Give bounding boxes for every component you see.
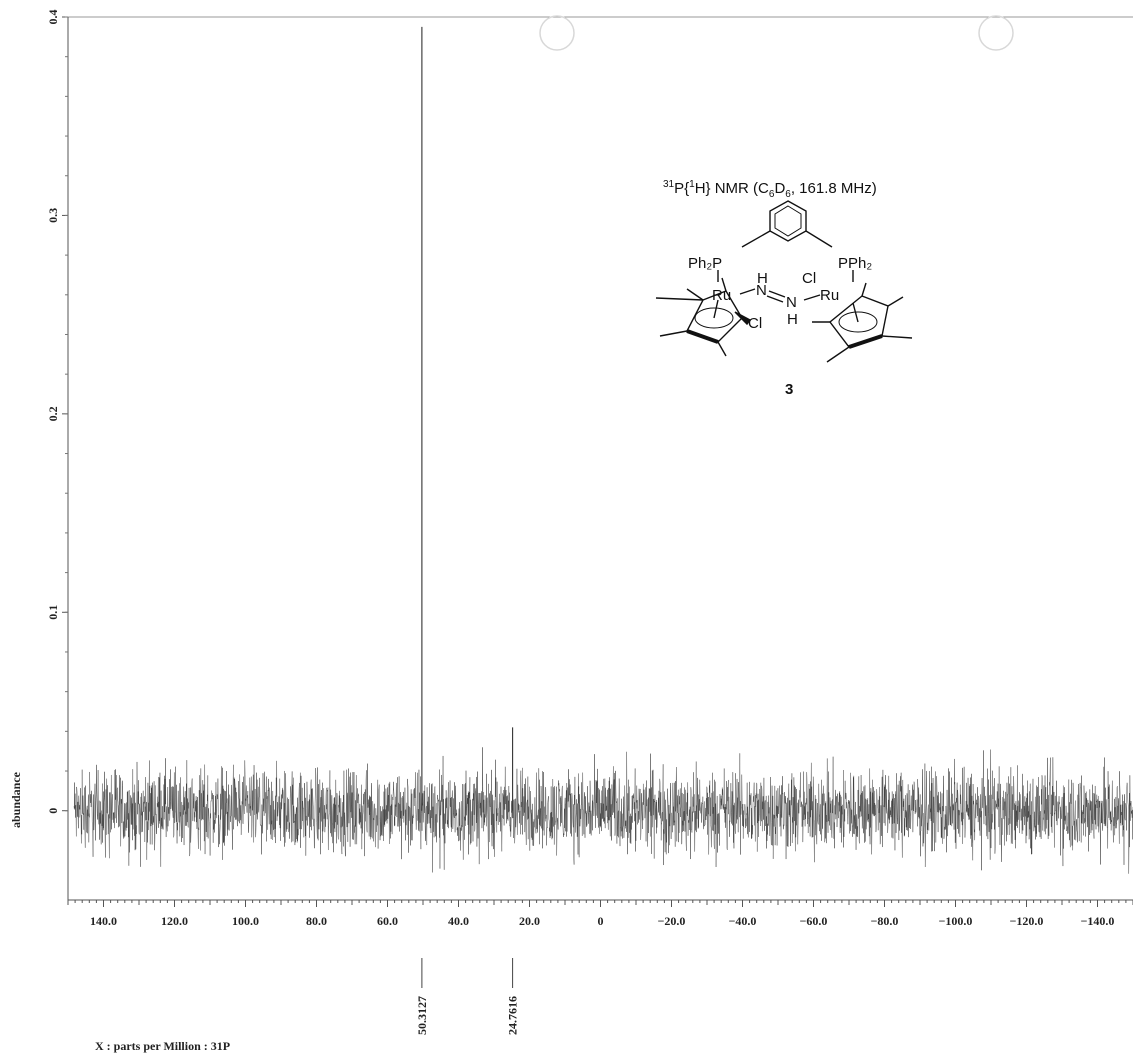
x-tick-label: −140.0 [1081, 914, 1115, 928]
bond-n-n-2 [766, 295, 784, 303]
x-tick-label: −100.0 [939, 914, 973, 928]
y-tick-label: 0.4 [46, 10, 60, 25]
x-tick-label: 80.0 [306, 914, 327, 928]
bold-edge-right [848, 334, 883, 349]
peak-lines [421, 26, 514, 811]
x-tick-label: 120.0 [161, 914, 188, 928]
benzene-ring [769, 200, 807, 242]
cp-ring-left [686, 290, 743, 343]
ru-cp-right [852, 302, 859, 323]
title-sub-6b: 6 [785, 189, 791, 200]
y-axis-ticks: 0 0.1 0.2 0.3 0.4 [46, 10, 68, 814]
cp-ring-left-center [694, 307, 734, 329]
atom-n-left: N [756, 282, 767, 299]
ru-cp-left [713, 299, 719, 319]
atom-ru-right: Ru [820, 287, 839, 304]
y-tick-label: 0.2 [46, 406, 60, 421]
compound-number: 3 [785, 381, 793, 398]
atom-cl-right: Cl [802, 270, 816, 287]
x-tick-label: 60.0 [377, 914, 398, 928]
x-tick-label: 40.0 [448, 914, 469, 928]
spectrum-noise-line [73, 747, 1133, 874]
punch-hole-mark [978, 15, 1014, 51]
atom-n-right: N [786, 294, 797, 311]
x-tick-label: 0 [598, 914, 604, 928]
y-tick-label: 0.3 [46, 208, 60, 223]
y-axis-title: abundance [9, 771, 23, 828]
atom-cl-left: Cl [748, 315, 762, 332]
peak-markers: 50.3127 24.7616 [415, 958, 520, 1035]
x-tick-label: 140.0 [90, 914, 117, 928]
title-rest: , 161.8 MHz) [791, 180, 877, 197]
x-tick-label: 20.0 [519, 914, 540, 928]
methyl-left-2 [721, 277, 727, 292]
methyl-right-1 [887, 296, 904, 307]
x-tick-label: −60.0 [800, 914, 828, 928]
chemical-structure [655, 200, 913, 363]
atom-ru-left: Ru [712, 287, 731, 304]
peak-label: 50.3127 [415, 996, 429, 1035]
atom-h-top: H [757, 270, 768, 287]
bond-n-ru-right [803, 294, 821, 301]
punch-hole-mark [539, 15, 575, 51]
x-tick-label: −20.0 [658, 914, 686, 928]
methyl-left-4 [717, 341, 727, 357]
noise-trace [73, 747, 1133, 874]
x-axis-title: X : parts per Million : 31P [95, 1039, 230, 1053]
bond-ring-p-right [805, 230, 833, 248]
methyl-left-3 [659, 330, 688, 337]
x-tick-label: −40.0 [729, 914, 757, 928]
structure-labels: Ph₂P PPh₂ H Cl Ru N N Ru Cl H 3 [688, 255, 872, 398]
atom-pph2-right: PPh₂ [838, 255, 872, 272]
methyl-left-1 [686, 288, 704, 301]
peak-label: 24.7616 [506, 996, 520, 1035]
methyl-right-2 [861, 282, 867, 297]
y-tick-label: 0 [46, 808, 60, 814]
y-tick-label: 0.1 [46, 605, 60, 620]
x-tick-label: −120.0 [1010, 914, 1044, 928]
title-d: D [774, 180, 785, 197]
atom-ph2p-left: Ph₂P [688, 255, 722, 272]
bond-n-n-1 [768, 290, 786, 298]
x-tick-label: −80.0 [871, 914, 899, 928]
title-sup-31: 31 [663, 179, 675, 190]
x-tick-label: 100.0 [232, 914, 259, 928]
title-sub-6a: 6 [769, 189, 775, 200]
bond-ring-p-left [741, 230, 771, 248]
spectrum-title: 31P{1H} NMR (C6D6, 161.8 MHz) [663, 179, 877, 200]
cp-ring-right-center [838, 311, 878, 333]
x-axis-ticks: 140.0 120.0 100.0 80.0 60.0 40.0 20.0 0 −20.0 −40… [74, 900, 1133, 928]
methyl-right-3 [881, 335, 913, 339]
title-p: P{ [674, 180, 689, 197]
title-h: H} NMR (C [695, 180, 769, 197]
methyl-left-5 [655, 297, 704, 301]
methyl-right-4 [826, 346, 850, 363]
bold-edge-left [686, 329, 719, 344]
bond-ru-n-left [739, 288, 756, 295]
benzene-inner-ring [774, 205, 802, 237]
atom-h-bottom: H [787, 311, 798, 328]
title-sup-1: 1 [689, 179, 695, 190]
